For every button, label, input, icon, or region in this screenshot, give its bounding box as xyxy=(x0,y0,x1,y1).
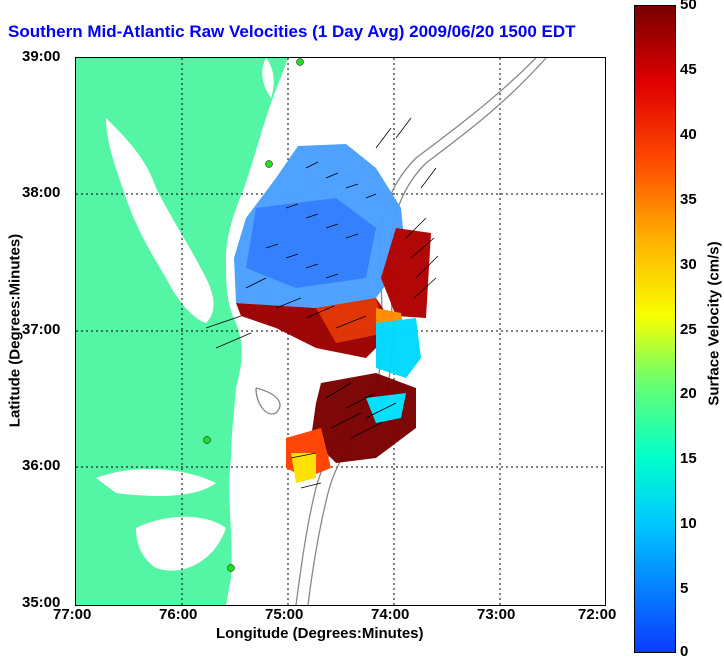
y-tick-1: 38:00 xyxy=(22,184,61,201)
velocity-field xyxy=(234,144,431,483)
colorbar-label: Surface Velocity (cm/s) xyxy=(705,241,723,406)
x-tick-2: 75:00 xyxy=(265,606,304,623)
y-tick-0: 39:00 xyxy=(22,48,61,65)
colorbar xyxy=(634,5,676,653)
map-title: Southern Mid-Atlantic Raw Velocities (1 … xyxy=(8,22,576,41)
map-canvas xyxy=(76,58,605,605)
x-tick-3: 74:00 xyxy=(371,606,410,623)
albemarle-sound xyxy=(96,468,216,496)
x-tick-1: 76:00 xyxy=(159,606,198,623)
colorbar-tick-45: 45 xyxy=(680,61,697,78)
map-plot-area xyxy=(75,57,606,606)
colorbar-tick-50: 50 xyxy=(680,0,697,13)
velocity-vectors xyxy=(205,117,439,489)
x-tick-5: 72:00 xyxy=(578,606,617,623)
x-tick-4: 73:00 xyxy=(477,606,516,623)
colorbar-tick-25: 25 xyxy=(680,321,697,338)
y-tick-4: 35:00 xyxy=(22,594,61,611)
colorbar-tick-10: 10 xyxy=(680,515,697,532)
chesapeake-bay xyxy=(106,118,214,323)
colorbar-tick-40: 40 xyxy=(680,126,697,143)
colorbar-tick-5: 5 xyxy=(680,580,689,597)
x-tick-0: 77:00 xyxy=(53,606,92,623)
colorbar-tick-0: 0 xyxy=(680,643,689,660)
colorbar-tick-35: 35 xyxy=(680,191,697,208)
y-axis-label: Latitude (Degrees:Minutes) xyxy=(6,233,24,428)
colorbar-tick-20: 20 xyxy=(680,385,697,402)
colorbar-tick-30: 30 xyxy=(680,256,697,273)
grid-lines xyxy=(76,58,605,605)
pamlico-sound xyxy=(136,516,226,571)
y-tick-2: 37:00 xyxy=(22,321,61,338)
radar-stations xyxy=(203,58,304,572)
delaware-bay xyxy=(262,58,274,98)
colorbar-tick-15: 15 xyxy=(680,450,697,467)
y-tick-3: 36:00 xyxy=(22,457,61,474)
x-axis-label: Longitude (Degrees:Minutes) xyxy=(216,625,424,642)
